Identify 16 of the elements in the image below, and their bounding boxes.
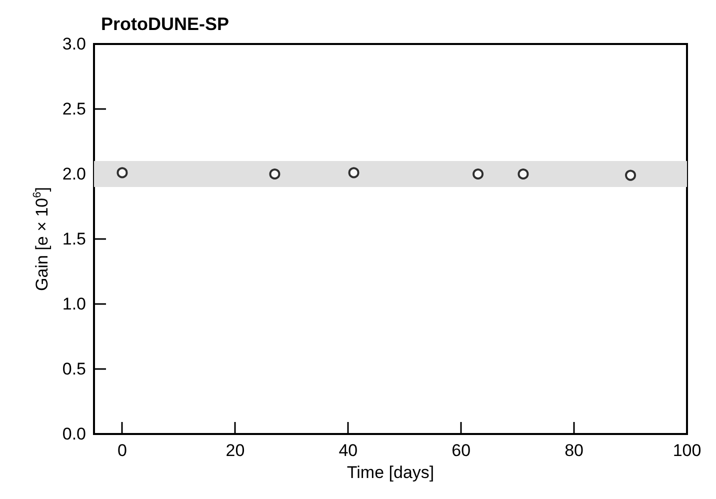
- y-tick-label: 2.0: [62, 164, 86, 184]
- y-axis-title: Gain [e × 106]: [32, 187, 52, 291]
- x-tick-label: 100: [672, 441, 702, 460]
- y-tick-label: 1.0: [62, 294, 86, 314]
- x-tick-label: 60: [452, 441, 471, 460]
- x-tick-label: 80: [564, 441, 584, 460]
- chart-title: ProtoDUNE-SP: [101, 14, 230, 34]
- x-tick-label: 20: [226, 441, 245, 460]
- y-tick-label: 0.5: [62, 360, 86, 378]
- y-tick-label: 0.0: [62, 424, 86, 444]
- y-tick-label: 1.5: [62, 230, 86, 248]
- y-tick-label: 3.0: [62, 34, 86, 54]
- y-tick-label: 2.5: [62, 100, 86, 118]
- x-axis-title: Time [days]: [346, 462, 434, 482]
- x-tick-label: 0: [118, 441, 127, 460]
- x-tick-label: 40: [338, 441, 358, 460]
